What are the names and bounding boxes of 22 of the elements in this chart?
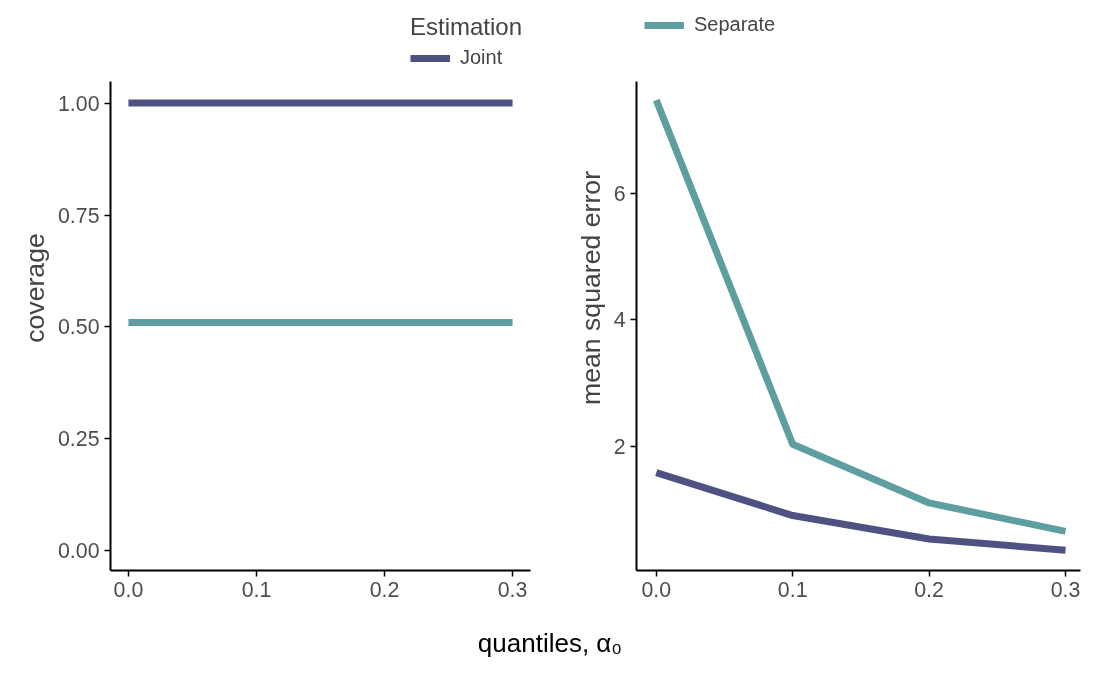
y-tick-label: 0.50 bbox=[57, 315, 100, 340]
x-tick-label: 0.3 bbox=[497, 577, 528, 602]
y-tick-label: 2 bbox=[613, 434, 626, 459]
y-tick-label: 4 bbox=[613, 308, 626, 333]
y-axis-title: mean squared error bbox=[575, 170, 606, 406]
legend-label: Joint bbox=[459, 46, 503, 69]
y-axis-title: coverage bbox=[19, 233, 50, 343]
x-tick-label: 0.2 bbox=[914, 577, 944, 602]
legend-title: Estimation bbox=[409, 13, 522, 41]
y-tick-label: 0.00 bbox=[57, 539, 100, 564]
x-tick-label: 0.1 bbox=[241, 577, 272, 602]
y-tick-label: 0.75 bbox=[57, 203, 100, 228]
x-axis-title: quantiles, α₀ bbox=[477, 627, 623, 660]
legend-label: Separate bbox=[694, 13, 776, 36]
y-tick-label: 1.00 bbox=[57, 91, 100, 116]
y-tick-label: 0.25 bbox=[57, 427, 100, 452]
x-tick-label: 0.0 bbox=[641, 577, 672, 602]
x-tick-label: 0.3 bbox=[1050, 577, 1081, 602]
x-tick-label: 0.1 bbox=[777, 577, 808, 602]
y-tick-label: 6 bbox=[613, 182, 626, 207]
x-tick-label: 0.2 bbox=[369, 577, 400, 602]
x-tick-label: 0.0 bbox=[113, 577, 144, 602]
